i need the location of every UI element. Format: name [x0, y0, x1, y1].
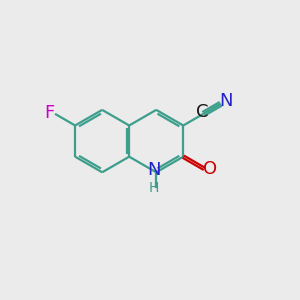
- Text: N: N: [219, 92, 233, 110]
- Text: F: F: [44, 104, 55, 122]
- Text: H: H: [149, 181, 159, 195]
- Text: O: O: [203, 160, 217, 178]
- Text: C: C: [196, 103, 208, 122]
- Text: N: N: [147, 161, 160, 179]
